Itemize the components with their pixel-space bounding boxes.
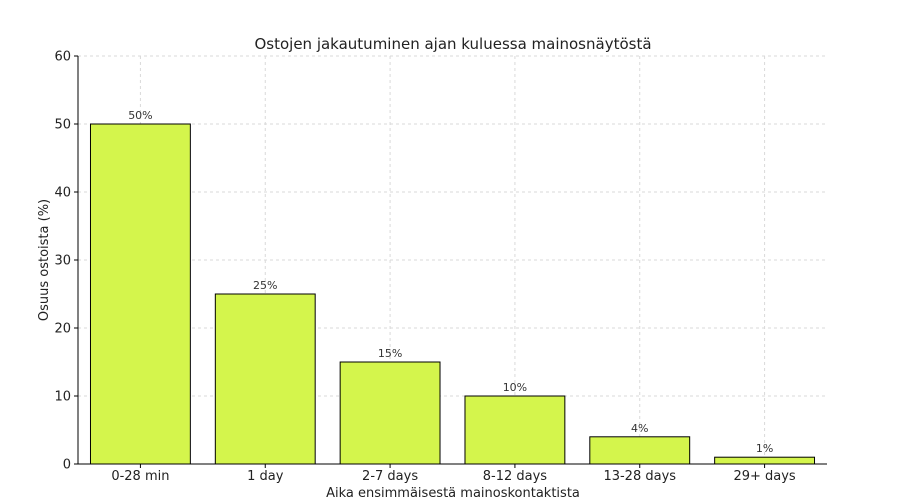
bar: [464, 395, 566, 465]
bar-value-label: 15%: [378, 347, 402, 360]
bar: [214, 293, 316, 465]
axes: 0 10 20 30 40 50 60 0-28 min 1 day 2-7 days 8-12 d…: [54, 50, 827, 484]
y-tick-label: 10: [54, 390, 71, 405]
x-tick-label: 8-12 days: [483, 469, 548, 484]
bar: [339, 361, 441, 465]
x-tick-label: 1 day: [247, 469, 284, 484]
y-tick-label: 20: [54, 322, 71, 337]
y-tick-label: 50: [54, 118, 71, 133]
bar-value-label: 25%: [253, 279, 277, 292]
bar-value-label: 4%: [631, 422, 648, 435]
y-axis-label: Osuus ostoista (%): [37, 199, 52, 321]
bar-value-label: 10%: [503, 381, 527, 394]
x-tick-label: 0-28 min: [111, 469, 169, 484]
bar-value-label: 50%: [128, 109, 152, 122]
bar-value-label: 1%: [756, 442, 773, 455]
bar: [589, 436, 691, 465]
y-tick-label: 60: [54, 50, 71, 65]
bars: [89, 123, 816, 465]
bar: [714, 456, 816, 465]
chart-title: Ostojen jakautuminen ajan kuluessa maino…: [254, 35, 651, 53]
x-axis-label: Aika ensimmäisestä mainoskontaktista: [326, 486, 580, 501]
y-tick-label: 40: [54, 186, 71, 201]
data-labels: 50% 25% 15% 10% 4% 1%: [128, 109, 773, 455]
y-tick-label: 0: [63, 458, 71, 473]
x-tick-label: 13-28 days: [603, 469, 676, 484]
y-tick-label: 30: [54, 254, 71, 269]
x-tick-label: 29+ days: [733, 469, 795, 484]
bar: [89, 123, 191, 465]
x-tick-label: 2-7 days: [362, 469, 418, 484]
